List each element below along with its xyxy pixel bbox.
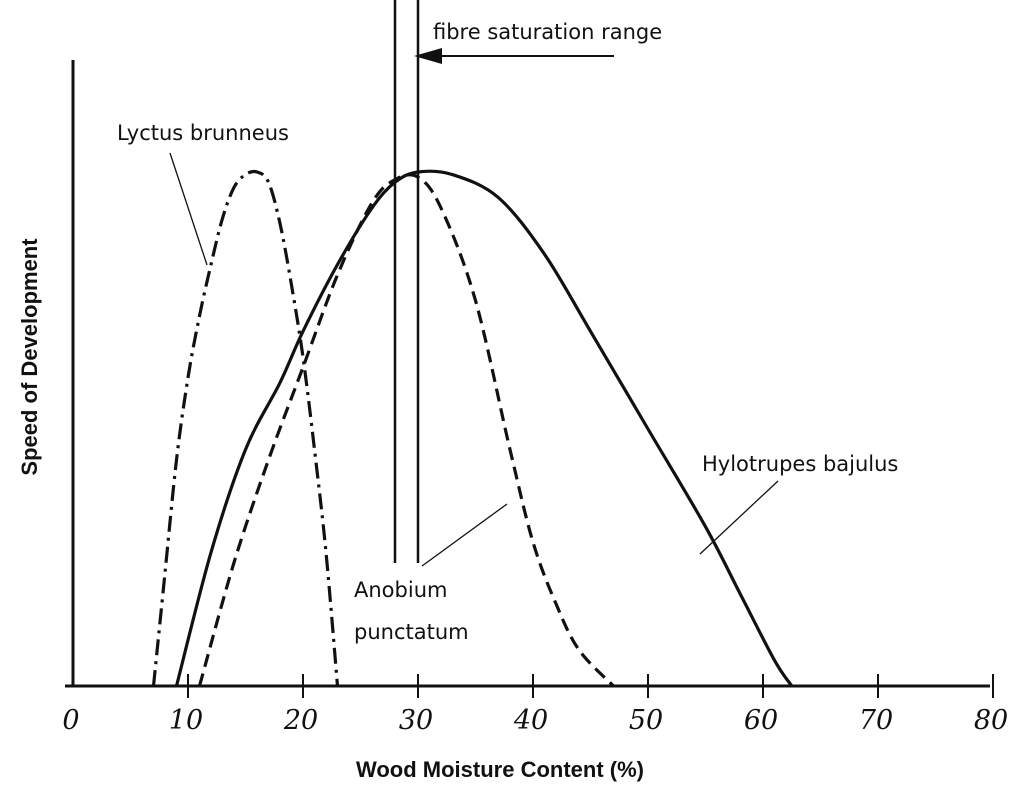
leader-line-0 xyxy=(169,152,208,266)
series-line-anobium-punctatum xyxy=(197,173,615,688)
x-axis-title: Wood Moisture Content (%) xyxy=(356,757,644,782)
x-tick-label-0: 0 xyxy=(62,705,79,736)
y-axis-title: Speed of Development xyxy=(17,238,42,476)
x-tick-label-80: 80 xyxy=(974,705,1008,736)
leader-line-1 xyxy=(421,503,508,567)
x-tick-label-10: 10 xyxy=(169,705,203,736)
x-tick-label-70: 70 xyxy=(859,705,893,736)
series-line-hylotrupes-bajulus xyxy=(174,169,794,687)
fsr-arrow-head xyxy=(414,48,442,64)
fibre-saturation-range: fibre saturation range xyxy=(393,0,662,563)
curves-group xyxy=(151,169,794,688)
label-lyctus-brunneus: Lyctus brunneus xyxy=(117,121,289,145)
x-axis-ticks: 0 10 20 30 40 50 60 70 80 xyxy=(62,674,1008,736)
x-tick-label-20: 20 xyxy=(283,705,318,736)
label-anobium: Anobium xyxy=(354,578,447,602)
x-tick-label-40: 40 xyxy=(513,705,548,736)
x-tick-label-60: 60 xyxy=(744,705,778,736)
fsr-label: fibre saturation range xyxy=(433,20,662,44)
x-tick-label-50: 50 xyxy=(629,705,663,736)
label-hylotrupes-bajulus: Hylotrupes bajulus xyxy=(702,452,898,476)
label-punctatum: punctatum xyxy=(354,620,469,644)
leader-line-3 xyxy=(699,480,779,555)
series-line-lyctus-brunneus xyxy=(151,169,340,687)
x-tick-label-30: 30 xyxy=(399,705,433,736)
annotation-labels: Lyctus brunneus Anobium punctatum Hylotrupe… xyxy=(117,121,898,644)
